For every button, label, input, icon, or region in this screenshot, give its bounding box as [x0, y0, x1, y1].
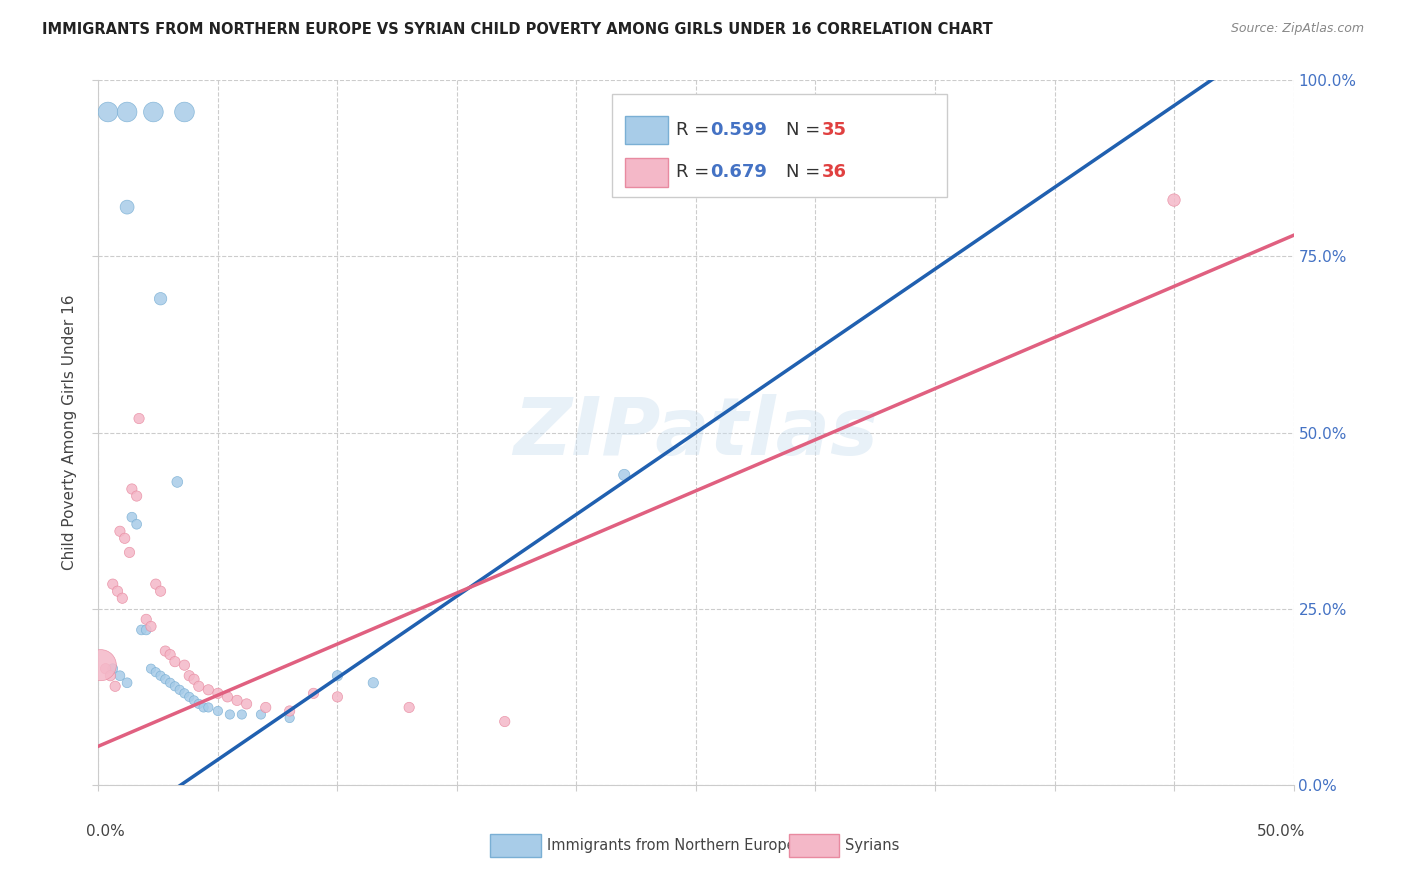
Point	[128, 411, 150, 425]
Point	[155, 644, 177, 658]
Point	[90, 658, 112, 673]
Point	[159, 675, 181, 690]
FancyBboxPatch shape	[789, 834, 839, 857]
Text: Source: ZipAtlas.com: Source: ZipAtlas.com	[1230, 22, 1364, 36]
Point	[142, 105, 165, 120]
Point	[183, 673, 205, 687]
Point	[107, 584, 129, 599]
FancyBboxPatch shape	[613, 95, 948, 196]
Point	[278, 711, 301, 725]
FancyBboxPatch shape	[626, 159, 668, 186]
Point	[115, 675, 138, 690]
Point	[149, 292, 172, 306]
Text: IMMIGRANTS FROM NORTHERN EUROPE VS SYRIAN CHILD POVERTY AMONG GIRLS UNDER 16 COR: IMMIGRANTS FROM NORTHERN EUROPE VS SYRIA…	[42, 22, 993, 37]
Point	[98, 669, 122, 683]
Point	[139, 619, 162, 633]
Point	[226, 693, 249, 707]
Point	[398, 700, 420, 714]
Text: N =: N =	[786, 163, 825, 181]
Point	[235, 697, 257, 711]
Point	[159, 648, 181, 662]
Point	[179, 690, 201, 704]
Point	[217, 690, 239, 704]
Point	[145, 665, 167, 680]
Point	[187, 679, 209, 693]
Point	[125, 517, 148, 532]
Point	[163, 655, 186, 669]
Point	[155, 673, 177, 687]
Text: Immigrants from Northern Europe: Immigrants from Northern Europe	[547, 838, 796, 853]
Point	[166, 475, 188, 489]
Point	[101, 577, 124, 591]
Point	[173, 686, 195, 700]
Point	[114, 532, 136, 546]
Point	[108, 669, 131, 683]
Text: 50.0%: 50.0%	[1257, 823, 1306, 838]
Point	[149, 584, 172, 599]
Point	[231, 707, 253, 722]
Text: N =: N =	[786, 120, 825, 138]
FancyBboxPatch shape	[626, 116, 668, 145]
Point	[302, 686, 325, 700]
Point	[613, 467, 636, 482]
Point	[363, 675, 385, 690]
Text: 36: 36	[821, 163, 846, 181]
Point	[125, 489, 148, 503]
Point	[197, 682, 219, 697]
Point	[104, 679, 127, 693]
Point	[118, 545, 141, 559]
Point	[193, 700, 215, 714]
Point	[173, 105, 195, 120]
Point	[278, 704, 301, 718]
Point	[135, 623, 157, 637]
Point	[145, 577, 167, 591]
Point	[169, 682, 191, 697]
Point	[326, 690, 349, 704]
Text: 35: 35	[821, 120, 846, 138]
Point	[207, 686, 229, 700]
Point	[207, 704, 229, 718]
Text: R =: R =	[676, 163, 714, 181]
Point	[101, 662, 124, 676]
Point	[97, 105, 120, 120]
Point	[108, 524, 131, 539]
Point	[115, 200, 138, 214]
Point	[187, 697, 209, 711]
Point	[121, 510, 143, 524]
Text: ZIPatlas: ZIPatlas	[513, 393, 879, 472]
Point	[1163, 193, 1185, 207]
Text: 0.0%: 0.0%	[87, 823, 125, 838]
Point	[121, 482, 143, 496]
Point	[163, 679, 186, 693]
Point	[254, 700, 277, 714]
Point	[326, 669, 349, 683]
Point	[197, 700, 219, 714]
Point	[135, 612, 157, 626]
Point	[111, 591, 134, 606]
Point	[183, 693, 205, 707]
Point	[494, 714, 516, 729]
Point	[94, 662, 117, 676]
Text: R =: R =	[676, 120, 714, 138]
Point	[139, 662, 162, 676]
Point	[131, 623, 153, 637]
Point	[219, 707, 242, 722]
Point	[115, 105, 138, 120]
Y-axis label: Child Poverty Among Girls Under 16: Child Poverty Among Girls Under 16	[62, 295, 77, 570]
Point	[250, 707, 273, 722]
Text: Syrians: Syrians	[845, 838, 900, 853]
Text: 0.599: 0.599	[710, 120, 768, 138]
FancyBboxPatch shape	[491, 834, 541, 857]
Text: 0.679: 0.679	[710, 163, 768, 181]
Point	[173, 658, 195, 673]
Point	[179, 669, 201, 683]
Point	[149, 669, 172, 683]
